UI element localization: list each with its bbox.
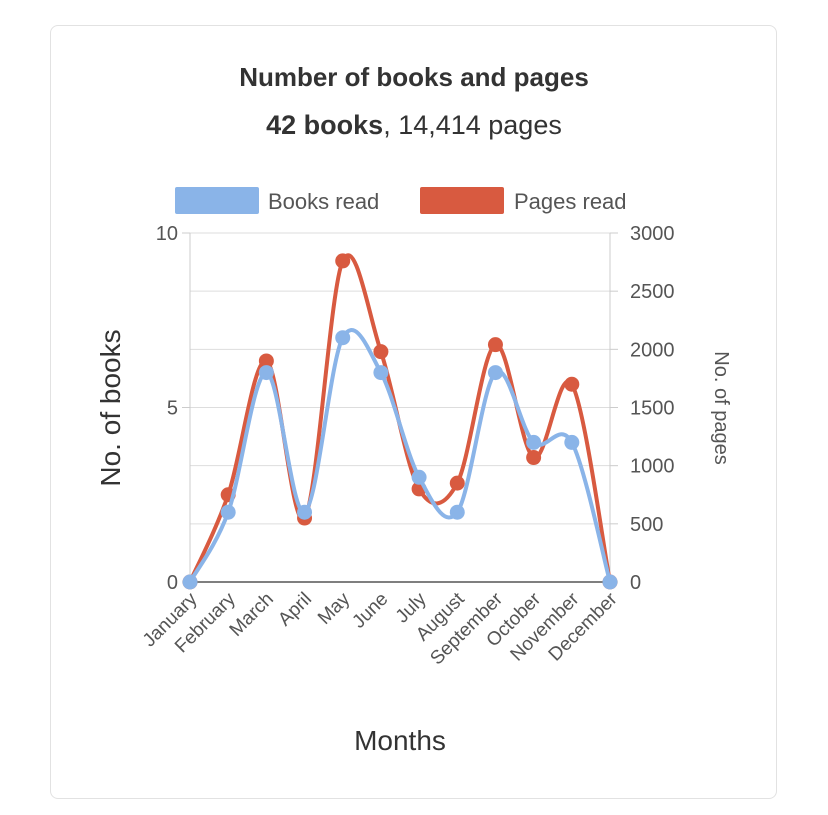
data-point xyxy=(335,253,351,269)
y2-tick-label: 2000 xyxy=(630,339,675,361)
chart-title: Number of books and pages xyxy=(239,62,589,92)
series-line-0 xyxy=(188,328,612,583)
data-point xyxy=(182,574,198,590)
data-point xyxy=(373,365,389,381)
y-tick-label: 5 xyxy=(167,398,178,420)
data-point xyxy=(526,450,542,466)
data-point xyxy=(373,344,389,360)
y-axis-title: No. of books xyxy=(95,329,126,486)
data-point xyxy=(526,434,542,450)
books-total: 42 books xyxy=(266,110,384,140)
data-point xyxy=(449,504,465,520)
data-point xyxy=(220,504,236,520)
legend-label: Pages read xyxy=(514,189,627,214)
y2-tick-label: 2500 xyxy=(630,281,675,303)
data-point xyxy=(602,574,618,590)
data-point xyxy=(449,475,465,491)
chart-card xyxy=(50,25,777,799)
x-tick-label: May xyxy=(314,588,355,629)
data-point xyxy=(411,469,427,485)
data-point xyxy=(258,365,274,381)
y-tick-label: 10 xyxy=(156,223,178,245)
chart-subtitle: 42 books, 14,414 pages xyxy=(0,110,828,141)
data-point xyxy=(487,365,503,381)
legend-label: Books read xyxy=(268,189,379,214)
y2-axis-title: No. of pages xyxy=(710,351,732,464)
data-point xyxy=(258,353,274,369)
y2-tick-label: 0 xyxy=(630,572,641,594)
x-axis-title: Months xyxy=(354,725,446,756)
data-point xyxy=(297,504,313,520)
x-tick-label: March xyxy=(226,589,278,641)
legend-swatch xyxy=(175,187,259,214)
pages-total: , 14,414 pages xyxy=(383,110,562,140)
y2-tick-label: 1500 xyxy=(630,398,675,420)
data-point xyxy=(335,330,351,346)
x-tick-label: April xyxy=(274,589,316,631)
y-tick-label: 0 xyxy=(167,572,178,594)
data-point xyxy=(487,337,503,353)
legend-swatch xyxy=(420,187,504,214)
y2-tick-label: 3000 xyxy=(630,223,675,245)
data-point xyxy=(564,376,580,392)
y2-tick-label: 500 xyxy=(630,514,663,536)
y2-tick-label: 1000 xyxy=(630,456,675,478)
x-tick-label: June xyxy=(348,589,392,633)
data-point xyxy=(564,434,580,450)
